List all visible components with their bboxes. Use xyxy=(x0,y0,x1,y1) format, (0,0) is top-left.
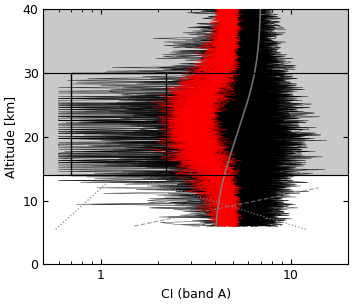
Y-axis label: Altitude [km]: Altitude [km] xyxy=(4,96,17,178)
Bar xyxy=(71,73,166,175)
Bar xyxy=(43,9,348,175)
X-axis label: CI (band A): CI (band A) xyxy=(161,288,231,301)
Bar xyxy=(71,73,166,175)
